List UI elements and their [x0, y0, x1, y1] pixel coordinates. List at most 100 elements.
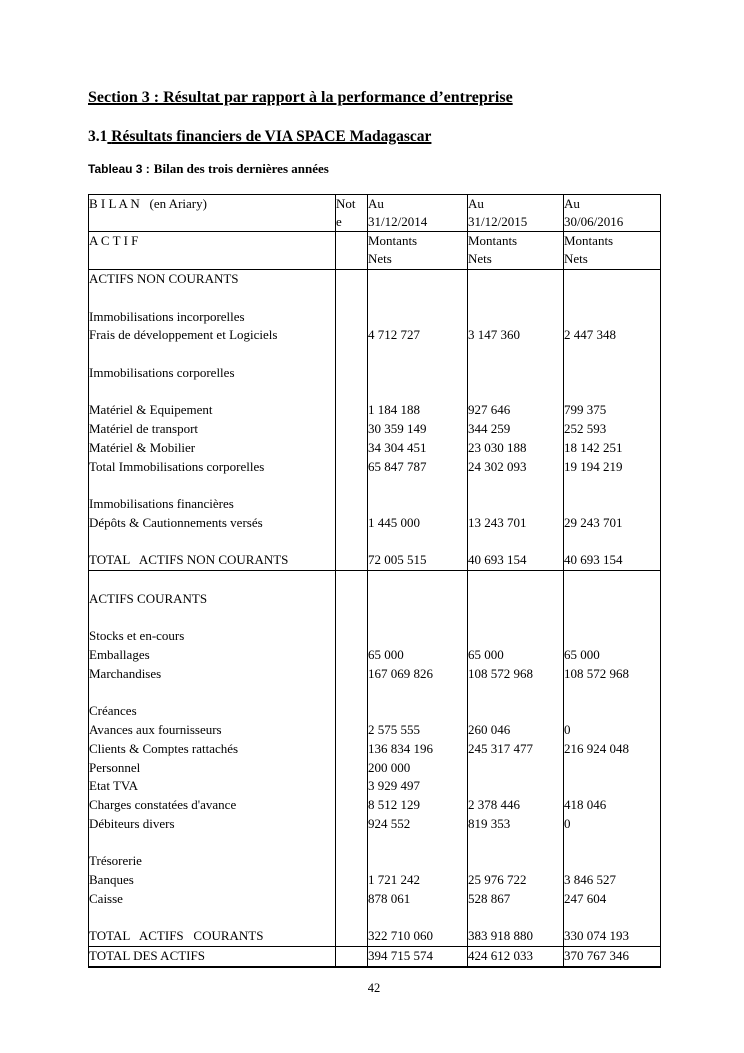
row-label-line — [90, 289, 335, 308]
amount-line — [469, 364, 563, 383]
amount-line: 528 867 — [468, 890, 511, 906]
subsection-title: 3.1 Résultats financiers de VIA SPACE Mad… — [88, 127, 660, 147]
note-empty-cell — [335, 231, 368, 270]
amount-line — [565, 909, 660, 928]
row-label-line: Marchandises — [89, 665, 162, 681]
bilan-header-cell: B I L A N (en Ariary) — [88, 194, 336, 232]
amount-line — [469, 609, 563, 628]
amount-cell-2015: 424 612 033 — [467, 946, 564, 968]
row-label-line: Emballages — [89, 647, 150, 662]
row-label-line: Banques — [89, 872, 134, 887]
row-label-cell: ACTIFS COURANTS Stocks et en-cours Emball… — [88, 570, 336, 947]
amount-line: 13 243 701 — [468, 514, 527, 530]
row-label-line — [90, 345, 335, 364]
amount-line — [369, 852, 467, 871]
amount-line — [565, 308, 660, 327]
amount-line: 819 353 — [468, 815, 511, 831]
amount-line — [469, 345, 563, 364]
montants-nets-text: Montants Nets — [564, 233, 614, 266]
amount-line — [337, 439, 367, 458]
period-header-cell-2015: Au 31/12/2015 — [467, 194, 564, 232]
amount-line — [369, 590, 467, 609]
amount-line — [469, 289, 563, 308]
amount-line — [369, 702, 467, 721]
balance-sheet-body: B I L A N (en Ariary) Note Au 31/12/2014… — [88, 194, 661, 968]
amount-line — [565, 627, 660, 646]
amount-line: 29 243 701 — [564, 514, 623, 530]
row-label-line — [90, 476, 335, 495]
amount-line — [337, 834, 367, 853]
amount-line: 1 184 188 — [368, 402, 421, 418]
period-header-text: Au 30/06/2016 — [564, 196, 624, 229]
amount-line — [469, 777, 563, 796]
amount-cell-2015: 3 147 360 927 646 344 259 23 030 188 24 302… — [467, 269, 564, 571]
amount-line — [469, 909, 563, 928]
row-label-line: Personnel — [89, 759, 141, 775]
row-label-line: Créances — [89, 703, 137, 719]
amount-line — [565, 364, 660, 383]
amount-line — [469, 684, 563, 703]
amount-line — [337, 533, 367, 552]
amount-line — [565, 495, 660, 514]
amount-line: 0 — [564, 722, 571, 737]
amount-line — [565, 533, 660, 552]
amount-line: 108 572 968 — [564, 665, 630, 681]
table-caption-label: Tableau 3 : — [88, 162, 150, 176]
amount-line — [337, 702, 367, 721]
amount-line: 3 846 527 — [564, 872, 617, 887]
amount-line — [337, 345, 367, 364]
amount-line: 1 445 000 — [368, 514, 421, 530]
amount-line — [469, 270, 563, 289]
table-caption-text: Bilan des trois dernières années — [153, 161, 329, 176]
amount-line: 65 000 — [468, 647, 504, 662]
amount-line — [469, 590, 563, 609]
amount-line — [469, 702, 563, 721]
subsection-title-text: Résultats financiers de VIA SPACE Madaga… — [111, 128, 432, 145]
amount-line — [337, 476, 367, 495]
amount-line — [369, 270, 467, 289]
amount-line — [369, 345, 467, 364]
amount-line: 260 046 — [468, 722, 511, 737]
amount-line: 24 302 093 — [468, 458, 527, 474]
amount-cell-2016: 2 447 348 799 375 252 593 18 142 251 19 194… — [563, 269, 661, 571]
amount-line — [565, 609, 660, 628]
amount-line: 30 359 149 — [368, 421, 427, 436]
amount-line: 344 259 — [468, 421, 511, 436]
amount-line — [369, 533, 467, 552]
row-label-line: Frais de développement et Logiciels — [89, 327, 278, 343]
amount-line — [565, 702, 660, 721]
amount-line — [337, 383, 367, 402]
row-label-line: Matériel de transport — [89, 421, 199, 436]
amount-line: 72 005 515 — [368, 552, 427, 568]
amount-line — [337, 909, 367, 928]
amount-line — [337, 815, 367, 834]
amount-line: 216 924 048 — [564, 740, 630, 756]
section-row-actifs-courants: ACTIFS COURANTS Stocks et en-cours Emball… — [88, 570, 661, 947]
amount-line — [469, 495, 563, 514]
row-label-line: Immobilisations corporelles — [89, 364, 235, 380]
actif-header-cell: A C T I F — [88, 231, 336, 270]
row-label-line: Débiteurs divers — [89, 815, 175, 831]
amount-line: 65 847 787 — [368, 458, 427, 474]
amount-line — [369, 609, 467, 628]
amount-line: 2 447 348 — [564, 327, 617, 343]
amount-line: 878 061 — [368, 890, 411, 906]
section-title-text: Section 3 : Résultat par rapport à la pe… — [88, 89, 513, 106]
row-label-line — [90, 909, 335, 928]
amount-line — [337, 308, 367, 327]
montants-nets-text: Montants Nets — [368, 233, 418, 266]
section-title: Section 3 : Résultat par rapport à la pe… — [88, 88, 660, 108]
table-header-row: B I L A N (en Ariary) Note Au 31/12/2014… — [88, 194, 661, 232]
amount-line: 0 — [564, 815, 571, 831]
row-label-line: Avances aux fournisseurs — [89, 722, 222, 737]
amount-line — [369, 909, 467, 928]
amount-line: 799 375 — [564, 402, 607, 418]
period-header-text: Au 31/12/2015 — [468, 196, 528, 229]
note-cell — [335, 269, 368, 571]
amount-line — [337, 420, 367, 439]
note-header-text: Note — [336, 196, 356, 229]
amount-line: 108 572 968 — [468, 665, 534, 681]
amount-line — [369, 476, 467, 495]
row-label-line: Matériel & Equipement — [89, 402, 213, 418]
